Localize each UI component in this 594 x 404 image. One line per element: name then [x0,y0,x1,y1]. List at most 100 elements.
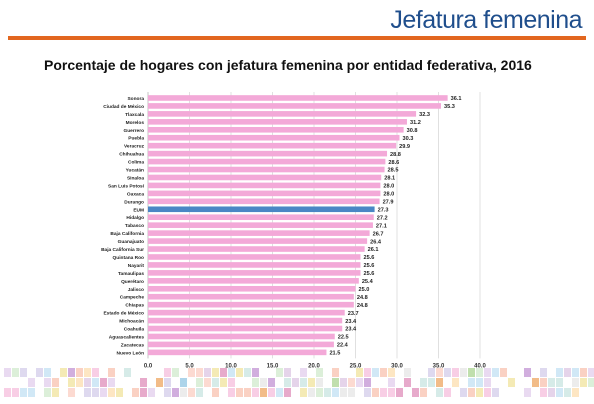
mosaic-tile [172,388,179,397]
chart-title: Porcentaje de hogares con jefatura femen… [44,57,532,73]
mosaic-tile [148,388,155,397]
mosaic-tile [300,388,307,397]
mosaic-tile [212,378,219,387]
mosaic-tile [284,378,291,387]
data-label: 31.2 [410,120,421,126]
mosaic-tile [316,388,323,397]
category-label: San Luis Potosí [108,183,145,189]
mosaic-tile [156,378,163,387]
mosaic-tile [588,368,594,377]
mosaic-tile [388,378,395,387]
category-label: Quintana Roo [113,255,145,261]
mosaic-tile [276,388,283,397]
category-label: Michoacán [119,319,144,325]
category-label: EUM [133,207,144,213]
mosaic-tile [204,368,211,377]
mosaic-tile [180,388,187,397]
category-label: Sonora [127,96,144,102]
mosaic-tile [468,388,475,397]
bar [148,182,381,189]
bar [148,238,368,244]
mosaic-tile [332,388,339,397]
category-label: Aguascalientes [109,334,145,340]
mosaic-tile [380,368,387,377]
mosaic-tile [252,378,259,387]
mosaic-tile [364,378,371,387]
mosaic-tile [52,388,59,397]
x-tick-label: 0.0 [144,363,153,369]
mosaic-tile [300,378,307,387]
bar [148,198,380,205]
category-label: Tlaxcala [125,112,144,118]
mosaic-tile [364,388,371,397]
mosaic-tile [444,368,451,377]
bar [148,262,361,268]
mosaic-tile [396,388,403,397]
mosaic-tile [428,378,435,387]
mosaic-tile [228,388,235,397]
mosaic-tile [340,388,347,397]
data-label: 25.0 [359,287,370,293]
mosaic-tile [180,378,187,387]
category-label: Nuevo León [117,350,145,356]
mosaic-tile [348,388,355,397]
mosaic-tile [452,368,459,377]
mosaic-tile [140,388,147,397]
data-label: 24.8 [357,295,368,301]
mosaic-tile [228,378,235,387]
mosaic-tile [124,368,131,377]
bar [148,285,356,292]
mosaic-tile [204,378,211,387]
category-label: Chihuahua [119,152,144,158]
mosaic-tile [532,378,539,387]
mosaic-tile [68,378,75,387]
bar [148,126,404,133]
category-label: Baja California Sur [101,247,144,253]
mosaic-tile [52,378,59,387]
bar [148,301,354,308]
x-tick-label: 35.0 [433,363,445,369]
mosaic-tile [372,368,379,377]
mosaic-tile [84,368,91,377]
mosaic-tile [196,388,203,397]
mosaic-tile [92,378,99,387]
category-label: Zacatecas [121,342,145,348]
mosaic-tile [580,378,587,387]
data-label: 28.0 [383,184,394,190]
mosaic-tile [572,388,579,397]
mosaic-tile [260,378,267,387]
mosaic-tile [244,388,251,397]
header-divider [8,36,586,40]
mosaic-tile [420,378,427,387]
mosaic-tile [364,368,371,377]
data-label: 24.8 [357,303,368,309]
data-label: 21.5 [329,351,340,357]
bar [148,270,361,276]
category-label: Guerrero [123,128,144,134]
mosaic-tile [20,388,27,397]
mosaic-tile [452,378,459,387]
mosaic-tile [588,378,594,387]
mosaic-tile [572,378,579,387]
mosaic-tile [84,388,91,397]
x-tick-label: 30.0 [391,363,403,369]
mosaic-tile [436,368,443,377]
mosaic-tile [540,378,547,387]
mosaic-tile [564,368,571,377]
bar [148,293,354,300]
mosaic-tile [428,368,435,377]
bar [148,119,407,125]
data-label: 22.4 [337,343,349,349]
mosaic-tile [140,378,147,387]
page-title: Jefatura femenina [390,6,582,34]
mosaic-tile [12,368,19,377]
mosaic-tile [220,368,227,377]
category-label: Nayarit [128,263,145,269]
decorative-mosaic-strip [4,368,594,397]
data-label: 28.0 [383,192,394,198]
mosaic-tile [492,388,499,397]
data-label: 26.4 [370,239,382,245]
mosaic-tile [92,368,99,377]
mosaic-tile [388,368,395,377]
mosaic-tile [444,388,451,397]
